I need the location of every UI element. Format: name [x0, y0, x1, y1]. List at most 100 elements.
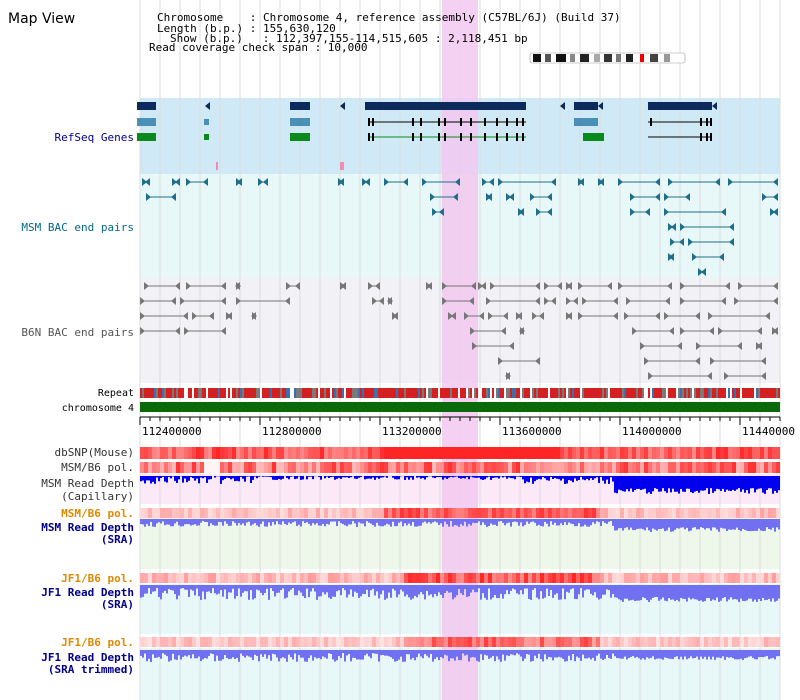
heat-cell: [356, 573, 360, 583]
repeat-segment: [374, 388, 376, 398]
depth-bar: [254, 650, 256, 655]
heat-cell: [640, 573, 644, 583]
heat-cell: [668, 508, 672, 518]
repeat-segment: [158, 388, 160, 398]
depth-bar: [528, 476, 530, 483]
track-label-jf1-depth-sra-sub: (SRA): [101, 598, 134, 611]
depth-bar: [426, 585, 428, 591]
bac-end-arrow: [607, 282, 612, 290]
depth-bar: [622, 650, 624, 659]
track-label-refseq[interactable]: RefSeq Genes: [55, 131, 134, 144]
depth-bar: [576, 519, 578, 527]
depth-bar: [484, 519, 486, 525]
depth-bar: [348, 519, 350, 525]
depth-bar: [730, 519, 732, 530]
depth-bar: [398, 519, 400, 523]
depth-bar: [208, 476, 210, 480]
depth-bar: [154, 519, 156, 527]
depth-bar: [664, 476, 666, 492]
depth-bar: [354, 519, 356, 524]
repeat-segment: [688, 388, 690, 398]
track-label-b6n-bac[interactable]: B6N BAC end pairs: [21, 326, 134, 339]
track-label-msm-bac[interactable]: MSM BAC end pairs: [21, 221, 134, 234]
heat-cell: [140, 573, 144, 583]
heat-cell: [692, 462, 696, 473]
depth-bar: [190, 650, 192, 659]
heat-cell: [388, 637, 392, 647]
depth-bar: [256, 650, 258, 656]
depth-bar: [178, 476, 180, 480]
heat-cell: [680, 447, 684, 459]
repeat-segment: [470, 388, 472, 398]
heat-cell: [664, 573, 668, 583]
depth-bar: [152, 585, 154, 592]
msm-bac-end-pairs-track[interactable]: [142, 178, 778, 276]
repeat-segment: [564, 388, 566, 398]
depth-bar: [648, 585, 650, 602]
heat-cell: [252, 447, 256, 459]
msm-b6-pol-heat-strip: [140, 462, 780, 473]
depth-bar: [546, 476, 548, 481]
depth-bar: [660, 650, 662, 659]
heat-cell: [416, 637, 420, 647]
gene-block: [137, 133, 156, 141]
depth-bar: [230, 585, 232, 593]
depth-bar: [324, 476, 326, 479]
depth-bar: [278, 650, 280, 662]
bac-end-arrow: [227, 312, 232, 320]
depth-bar: [226, 519, 228, 524]
depth-bar: [734, 585, 736, 599]
depth-bar: [512, 476, 514, 479]
depth-bar: [406, 585, 408, 595]
heat-cell: [220, 508, 224, 518]
heat-cell: [264, 447, 268, 459]
depth-bar: [250, 519, 252, 526]
chromosome-ideogram[interactable]: [529, 52, 686, 64]
heat-cell: [452, 508, 456, 518]
bac-end-arrow: [701, 268, 706, 276]
bac-end-arrow: [685, 193, 690, 201]
depth-bar: [682, 650, 684, 660]
depth-bar: [428, 585, 430, 596]
heat-cell: [728, 462, 732, 473]
heat-cell: [596, 573, 600, 583]
refseq-genes-track[interactable]: [137, 102, 717, 170]
depth-bar: [628, 476, 630, 492]
depth-bar: [306, 650, 308, 662]
depth-bar: [752, 519, 754, 531]
depth-bar: [304, 650, 306, 662]
repeat-segment: [370, 388, 372, 398]
depth-bar: [592, 519, 594, 523]
depth-bar: [330, 585, 332, 599]
bac-end-arrow: [403, 178, 408, 186]
depth-bar: [476, 476, 478, 478]
depth-bar: [304, 519, 306, 524]
depth-bar: [616, 476, 618, 494]
heat-cell: [404, 508, 408, 518]
heat-cell: [716, 573, 720, 583]
depth-bar: [720, 650, 722, 659]
depth-bar: [768, 519, 770, 530]
depth-bar: [144, 519, 146, 527]
heat-cell: [556, 637, 560, 647]
repeat-segment: [640, 388, 642, 398]
ideogram-band: [580, 54, 589, 62]
depth-bar: [502, 585, 504, 599]
heat-cell: [380, 573, 384, 583]
depth-bar: [378, 519, 380, 526]
depth-bar: [564, 585, 566, 600]
depth-bar: [612, 585, 614, 595]
depth-bar: [582, 476, 584, 480]
depth-bar: [416, 585, 418, 598]
repeat-segment: [428, 388, 430, 398]
gene-block: [290, 118, 310, 126]
depth-bar: [244, 650, 246, 658]
depth-bar: [156, 519, 158, 524]
heat-cell: [272, 447, 276, 459]
depth-bar: [698, 476, 700, 493]
depth-bar: [732, 519, 734, 530]
b6n-bac-end-pairs-track[interactable]: [140, 282, 778, 380]
depth-bar: [656, 585, 658, 598]
heat-cell: [376, 447, 380, 459]
